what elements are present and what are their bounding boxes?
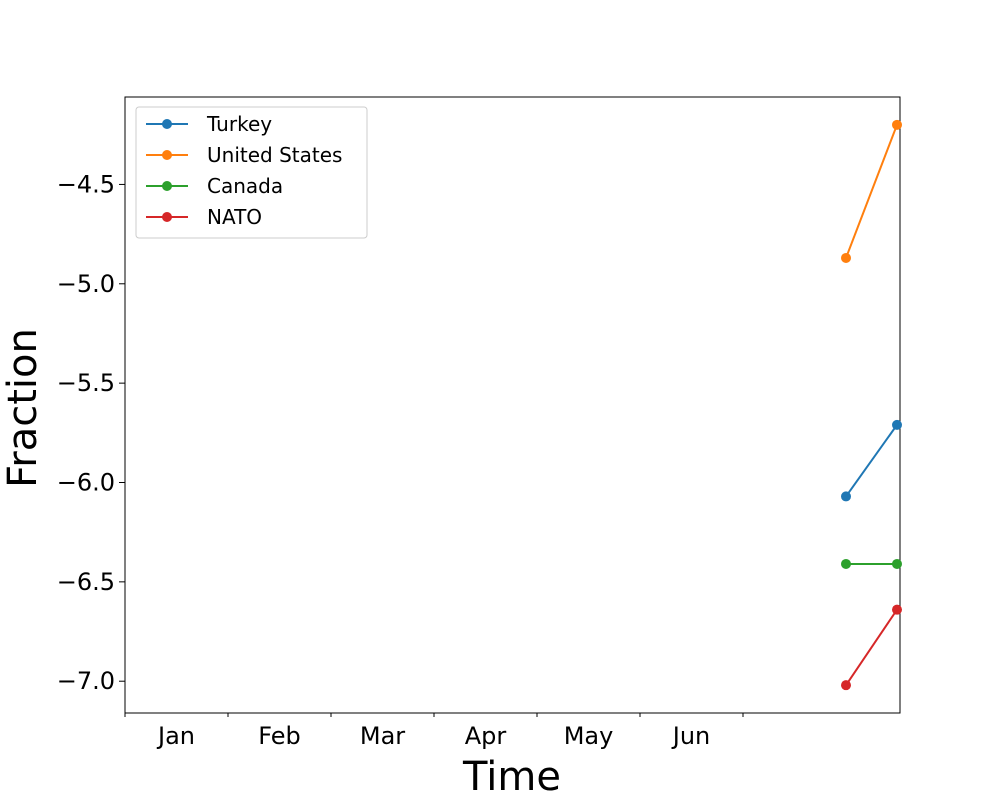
x-tick-label: Apr [465,722,507,750]
x-tick-label: May [564,722,614,750]
legend-label: Turkey [206,112,272,136]
data-point [841,680,851,691]
data-point [892,558,902,569]
legend-label: NATO [207,205,262,229]
x-tick-label: Jan [156,722,195,750]
data-point [841,558,851,569]
data-point [841,491,851,502]
series-united-states [841,119,902,263]
y-axis: −7.0 −6.5 −6.0 −5.5 −5.0 −4.5 [57,170,125,695]
legend-box [135,106,368,239]
data-point [892,119,902,130]
series-canada [841,558,902,569]
series-line [845,609,898,686]
y-tick-label: −7.0 [57,667,115,695]
legend-marker [162,212,172,222]
y-tick-label: −4.5 [57,170,115,198]
data-point [892,419,902,430]
x-tick-label: Jun [671,722,711,750]
legend-marker [162,150,172,160]
data-point [892,604,902,615]
legend-label: Canada [207,174,283,198]
y-tick-label: −5.0 [57,270,115,298]
series-layer [841,119,902,691]
x-axis-title: Time [462,754,561,800]
y-tick-label: −5.5 [57,369,115,397]
y-tick-label: −6.0 [57,468,115,496]
x-tick-label: Feb [258,722,301,750]
series-turkey [841,419,902,502]
series-nato [841,604,902,691]
series-line [845,424,898,497]
legend-marker [162,181,172,191]
legend: Turkey United States Canada NATO [135,106,368,239]
y-axis-title: Fraction [0,328,46,488]
data-point [841,252,851,263]
series-line [845,124,898,259]
legend-label: United States [207,143,342,167]
y-tick-label: −6.5 [57,568,115,596]
x-axis: Jan Feb Mar Apr May Jun [124,713,744,750]
legend-marker [162,119,172,129]
x-tick-label: Mar [360,722,405,750]
